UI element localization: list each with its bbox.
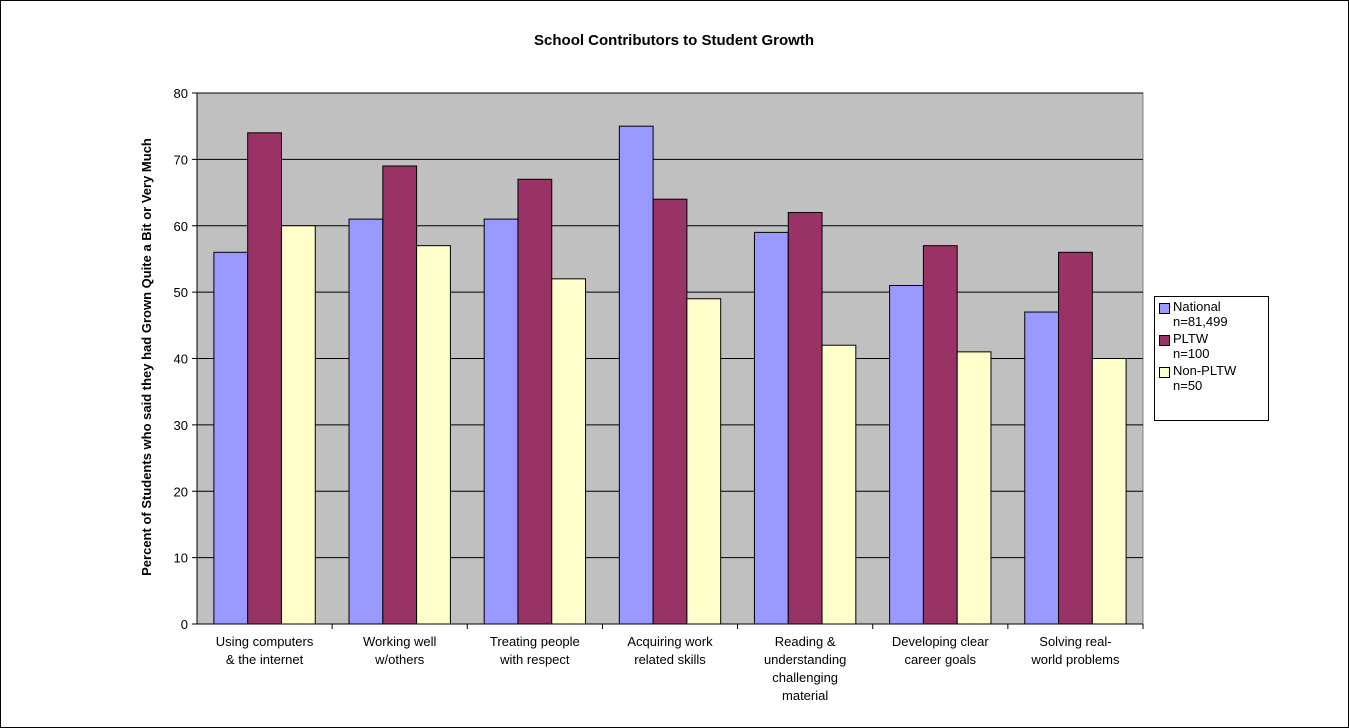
bar [753,231,789,625]
legend-swatch [1159,303,1170,314]
y-tick-label: 60 [174,219,188,234]
x-tick-label: Solving real- [1039,634,1111,649]
y-tick-label: 0 [181,617,188,632]
bar [889,284,924,625]
x-tick-label: world problems [1030,652,1120,667]
x-tick-label: career goals [905,652,977,667]
y-tick-label: 40 [174,352,188,367]
bar [821,344,857,625]
y-tick-label: 10 [174,551,188,566]
legend-item: National n=81,499 [1159,299,1268,329]
x-tick-label: related skills [634,652,706,667]
x-tick-label: Acquiring work [627,634,713,649]
bar [956,351,992,625]
y-axis-label: Percent of Students who said they had Gr… [139,138,154,576]
bar [213,251,249,625]
bar [1024,311,1060,625]
bar [517,178,553,625]
plot-area: 0 10 20 30 40 50 60 70 80 Using computers & the in… [174,86,1144,703]
bar [686,298,722,625]
bar [551,278,587,625]
bar [618,125,654,625]
bar [1091,358,1127,625]
bar [280,225,316,625]
y-tick-label: 70 [174,152,188,167]
x-tick-label: Working well [363,634,437,649]
bar [483,218,519,625]
legend-label: Non-PLTW n=50 [1173,363,1237,393]
bar [416,245,451,625]
x-tick-label: Reading & [775,634,836,649]
x-tick-label: material [782,688,828,703]
x-tick-label: Developing clear [892,634,990,649]
legend-item: PLTW n=100 [1159,331,1268,361]
y-tick-label: 50 [174,285,188,300]
x-tick-label: & the internet [226,652,304,667]
x-tick-label: Using computers [216,634,314,649]
y-tick-label: 30 [174,418,188,433]
x-tick-label: w/others [374,652,425,667]
legend-label: National n=81,499 [1173,299,1228,329]
legend: National n=81,499 PLTW n=100 Non-PLTW n=50 [1154,296,1269,421]
y-tick-label: 20 [174,484,188,499]
chart-title: School Contributors to Student Growth [534,32,814,49]
bar [1058,251,1093,625]
legend-item: Non-PLTW n=50 [1159,363,1268,393]
bar [922,245,958,625]
legend-swatch [1159,335,1170,346]
bar [787,211,823,625]
legend-swatch [1159,367,1170,378]
bar [382,165,418,625]
bar [652,198,688,625]
bar [348,218,384,625]
x-tick-label: challenging [772,670,838,685]
bar [247,132,282,625]
x-tick-label: Treating people [490,634,580,649]
legend-label: PLTW n=100 [1173,331,1210,361]
y-tick-label: 80 [174,86,188,101]
x-tick-label: with respect [499,652,570,667]
x-tick-label: understanding [764,652,846,667]
